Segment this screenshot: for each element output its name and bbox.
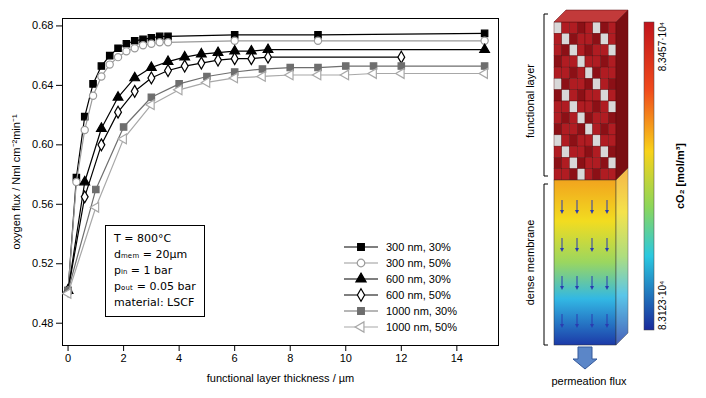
svg-text:0.60: 0.60	[32, 138, 53, 150]
svg-text:permeation flux: permeation flux	[551, 375, 627, 387]
svg-text:0.52: 0.52	[32, 257, 53, 269]
html-text:material: LSCF: material: LSCF	[114, 296, 195, 309]
svg-text:300 nm, 50%: 300 nm, 50%	[386, 257, 451, 269]
svg-text:8.3457·10⁴: 8.3457·10⁴	[657, 22, 668, 71]
svg-text:functional layer thickness / µ: functional layer thickness / µm	[207, 372, 355, 384]
html-text:T = 800°C: T = 800°C	[114, 232, 172, 245]
svg-text:0.48: 0.48	[32, 317, 53, 329]
svg-text:600 nm, 50%: 600 nm, 50%	[386, 289, 451, 301]
svg-text:1000 nm, 50%: 1000 nm, 50%	[386, 321, 457, 333]
svg-text:300 nm, 30%: 300 nm, 30%	[386, 241, 451, 253]
svg-text:2: 2	[121, 352, 127, 364]
svg-text:1000 nm, 30%: 1000 nm, 30%	[386, 305, 457, 317]
svg-text:8: 8	[287, 352, 293, 364]
svg-text:14: 14	[451, 352, 463, 364]
svg-text:dense membrane: dense membrane	[524, 220, 536, 306]
svg-text:functional layer: functional layer	[524, 64, 536, 138]
html-text:pₒᵤₜ = 0.05 bar: pₒᵤₜ = 0.05 bar	[114, 280, 196, 293]
svg-text:0.56: 0.56	[32, 198, 53, 210]
html-text:pᵢₙ = 1 bar: pᵢₙ = 1 bar	[114, 264, 173, 277]
svg-text:0.64: 0.64	[32, 79, 53, 91]
svg-text:6: 6	[232, 352, 238, 364]
svg-text:cO₂ [mol/m³]: cO₂ [mol/m³]	[674, 143, 686, 209]
svg-text:oxygen flux / Nml cm⁻²min⁻¹: oxygen flux / Nml cm⁻²min⁻¹	[10, 114, 22, 249]
svg-text:12: 12	[395, 352, 407, 364]
svg-text:0.68: 0.68	[32, 19, 53, 31]
html-text:dₘₑₘ = 20µm: dₘₑₘ = 20µm	[114, 248, 188, 261]
svg-text:4: 4	[176, 352, 182, 364]
svg-text:10: 10	[340, 352, 352, 364]
svg-text:0: 0	[65, 352, 71, 364]
svg-text:600 nm, 30%: 600 nm, 30%	[386, 273, 451, 285]
svg-text:8.3123·10⁴: 8.3123·10⁴	[657, 281, 668, 330]
